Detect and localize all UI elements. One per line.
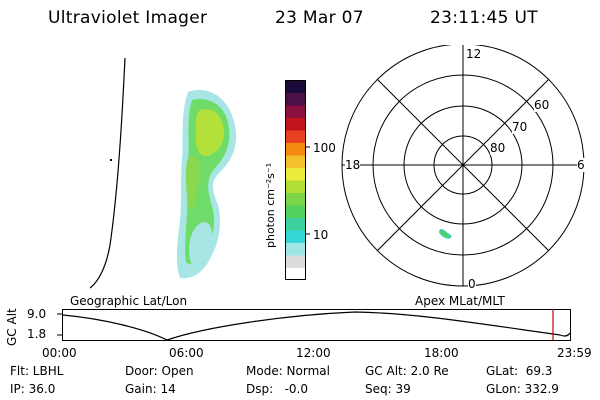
ip-info: IP: 36.0 — [10, 382, 56, 396]
colorbar-cell — [285, 180, 306, 193]
gain-info: Gain: 14 — [125, 382, 176, 396]
colorbar-cell — [285, 117, 306, 131]
mlat-label-60: 60 — [534, 98, 550, 112]
mlt-label-0: 0 — [468, 277, 476, 291]
colorbar-cell — [285, 80, 306, 93]
glat-info: GLat: 69.3 — [486, 364, 553, 378]
earth-limb-curve — [89, 57, 126, 289]
colorbar-cell — [285, 255, 306, 268]
time-label: 23:11:45 UT — [430, 8, 538, 28]
colorbar-cell — [285, 92, 306, 106]
gc-alt-info: GC Alt: 2.0 Re — [365, 364, 449, 378]
orbit-axis-label: GC Alt — [5, 308, 19, 346]
seq-info: Seq: 39 — [365, 382, 411, 396]
colorbar-cell — [285, 230, 306, 243]
instrument-title: Ultraviolet Imager — [48, 8, 208, 28]
map-label-apex: Apex MLat/MLT — [415, 294, 505, 308]
colorbar-cell — [285, 105, 306, 118]
map-label-geographic: Geographic Lat/Lon — [70, 294, 188, 308]
dsp-info: Dsp: -0.0 — [246, 382, 309, 396]
orbit-altitude-curve — [62, 311, 571, 341]
colorbar-tick-label-10: 10 — [313, 228, 329, 242]
mlat-label-70: 70 — [512, 120, 528, 134]
orbit-xtick-1200: 12:00 — [296, 346, 331, 360]
colorbar-cell — [285, 267, 306, 280]
colorbar-cell — [285, 205, 306, 218]
mlt-label-6: 6 — [577, 158, 585, 172]
mlt-label-18: 18 — [345, 158, 361, 172]
geographic-image-panel — [89, 57, 237, 289]
limb-dot — [110, 159, 112, 161]
orbit-ytick-1-8: 1.8 — [27, 327, 47, 341]
colorbar-cell — [285, 142, 306, 156]
colorbar-cell — [285, 130, 306, 143]
polar-auroral-spot — [439, 229, 452, 239]
mlt-label-12: 12 — [466, 47, 482, 61]
orbit-plot-frame — [62, 309, 571, 341]
date-label: 23 Mar 07 — [275, 8, 364, 28]
orbit-xtick-0000: 00:00 — [42, 346, 77, 360]
colorbar-cell — [285, 167, 306, 181]
colorbar-cell — [285, 217, 306, 231]
colorbar-cell — [285, 242, 306, 256]
mlat-label-80: 80 — [490, 141, 506, 155]
polar-diagonal-2 — [376, 78, 550, 252]
colorbar-cell — [285, 155, 306, 168]
filter-info: Flt: LBHL — [10, 364, 64, 378]
colorbar-tick-label-100: 100 — [313, 141, 336, 155]
orbit-ytick-9: 9.0 — [27, 307, 47, 321]
glon-info: GLon: 332.9 — [486, 382, 559, 396]
color-scale-bar — [285, 80, 310, 280]
orbit-xtick-2359: 23:59 — [557, 346, 592, 360]
auroral-emission — [176, 89, 237, 279]
orbit-altitude-plot — [57, 309, 571, 341]
orbit-xtick-1800: 18:00 — [424, 346, 459, 360]
polar-mlat-mlt-plot — [341, 45, 585, 287]
colorbar-cell — [285, 192, 306, 206]
mode-info: Mode: Normal — [246, 364, 330, 378]
door-info: Door: Open — [125, 364, 194, 378]
orbit-xtick-0600: 06:00 — [169, 346, 204, 360]
colorbar-title: photon cm⁻²s⁻¹ — [264, 162, 277, 248]
